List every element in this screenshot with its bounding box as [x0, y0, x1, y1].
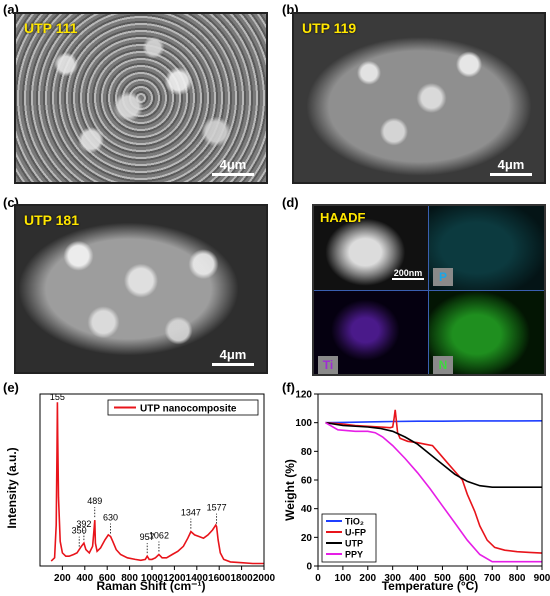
- tga-xtick-label: 800: [509, 573, 526, 584]
- raman-xtick-label: 1600: [208, 573, 231, 584]
- tga-xtick-label: 700: [484, 573, 501, 584]
- tga-ytick-label: 20: [301, 533, 313, 544]
- p-map: P: [429, 206, 544, 291]
- tga-legend-label: UTP: [345, 539, 363, 549]
- raman-xlabel: Raman Shift (cm⁻¹): [96, 579, 205, 593]
- raman-peak-label: 392: [76, 519, 91, 529]
- tga-ytick-label: 60: [301, 476, 313, 487]
- raman-xtick-label: 800: [121, 573, 138, 584]
- tga-legend-label: TiO₂: [345, 517, 364, 527]
- haadf-scale-text: 200nm: [393, 268, 423, 278]
- raman-ylabel: Intensity (a.u.): [5, 447, 19, 528]
- raman-legend-label: UTP nanocomposite: [140, 404, 237, 415]
- tga-ytick-label: 0: [306, 562, 312, 573]
- raman-peak-label: 1347: [181, 508, 201, 518]
- n-map-label: N: [433, 356, 453, 374]
- haadf-label: HAADF: [320, 210, 366, 225]
- raman-legend: UTP nanocomposite: [107, 399, 259, 416]
- tga-xtick-label: 600: [459, 573, 476, 584]
- raman-chart: Intensity (a.u.) Raman Shift (cm⁻¹) 200 4…: [5, 392, 275, 593]
- ti-map-label: Ti: [318, 356, 338, 374]
- raman-xtick-label: 600: [99, 573, 116, 584]
- sem-image-a: UTP 111 4μm: [14, 12, 268, 184]
- tga-series-line-1: [325, 409, 543, 554]
- tga-plot-frame: [317, 393, 543, 567]
- p-map-label: P: [433, 268, 453, 286]
- tga-xtick-label: 900: [534, 573, 550, 584]
- panel-letter-d: (d): [282, 195, 299, 210]
- raman-plot-frame: [39, 393, 265, 567]
- tga-xtick-label: 200: [359, 573, 376, 584]
- raman-xtick-label: 400: [76, 573, 93, 584]
- haadf-image: HAADF 200nm: [314, 206, 429, 291]
- sem-label-a: UTP 111: [24, 20, 78, 36]
- raman-xtick-label: 1800: [230, 573, 253, 584]
- tga-ylabel: Weight (%): [283, 459, 297, 521]
- sem-label-c: UTP 181: [24, 212, 79, 228]
- scale-text-c: 4μm: [219, 347, 247, 362]
- raman-peak-label: 1062: [149, 531, 169, 541]
- tga-xtick-label: 500: [434, 573, 451, 584]
- raman-peak-label: 350: [72, 526, 87, 536]
- sem-image-c: UTP 181 4μm: [14, 204, 268, 374]
- tga-series-line-0: [325, 420, 543, 424]
- ti-map: Ti: [314, 291, 429, 374]
- tga-ytick-label: 40: [301, 504, 313, 515]
- sem-image-b: UTP 119 4μm: [292, 12, 546, 184]
- raman-peak-label: 630: [103, 513, 118, 523]
- tga-xtick-label: 100: [335, 573, 352, 584]
- sem-label-b: UTP 119: [302, 20, 357, 36]
- tga-xlabel: Temperature (°C): [382, 579, 479, 593]
- scale-bar-a: 4μm: [212, 157, 254, 176]
- scale-bar-b: 4μm: [490, 157, 532, 176]
- n-map: N: [429, 291, 544, 374]
- raman-peak-label: 155: [50, 392, 65, 402]
- panel-letter-f: (f): [282, 380, 295, 395]
- tga-xtick-label: 0: [315, 573, 321, 584]
- scale-text-b: 4μm: [497, 157, 525, 172]
- raman-peak-label: 957: [140, 532, 155, 542]
- tga-series-line-3: [325, 422, 542, 563]
- tga-ytick-label: 120: [295, 390, 312, 401]
- raman-xtick-label: 200: [54, 573, 71, 584]
- panel-letter-e: (e): [3, 380, 19, 395]
- raman-xtick-label: 1000: [141, 573, 164, 584]
- scale-bar-c: 4μm: [212, 347, 254, 366]
- tga-legend-label: U-FP: [345, 528, 366, 538]
- raman-peak-label: 489: [87, 496, 102, 506]
- raman-series-line: [50, 402, 264, 565]
- raman-peak-label: 1577: [207, 503, 227, 513]
- tga-ytick-label: 100: [295, 418, 312, 429]
- scale-text-a: 4μm: [219, 157, 247, 172]
- raman-xtick-label: 1200: [163, 573, 186, 584]
- raman-xtick-label: 1400: [186, 573, 209, 584]
- tga-legend-label: PPY: [345, 550, 363, 560]
- raman-xtick-label: 2000: [253, 573, 275, 584]
- tga-xtick-label: 400: [409, 573, 426, 584]
- tga-ytick-label: 80: [301, 447, 313, 458]
- tga-chart: Weight (%) Temperature (°C) 0 100 200 300 40…: [283, 390, 550, 594]
- eds-mapping-d: HAADF 200nm P Ti N: [312, 204, 546, 376]
- tga-series-line-2: [325, 421, 542, 488]
- tga-xtick-label: 300: [384, 573, 401, 584]
